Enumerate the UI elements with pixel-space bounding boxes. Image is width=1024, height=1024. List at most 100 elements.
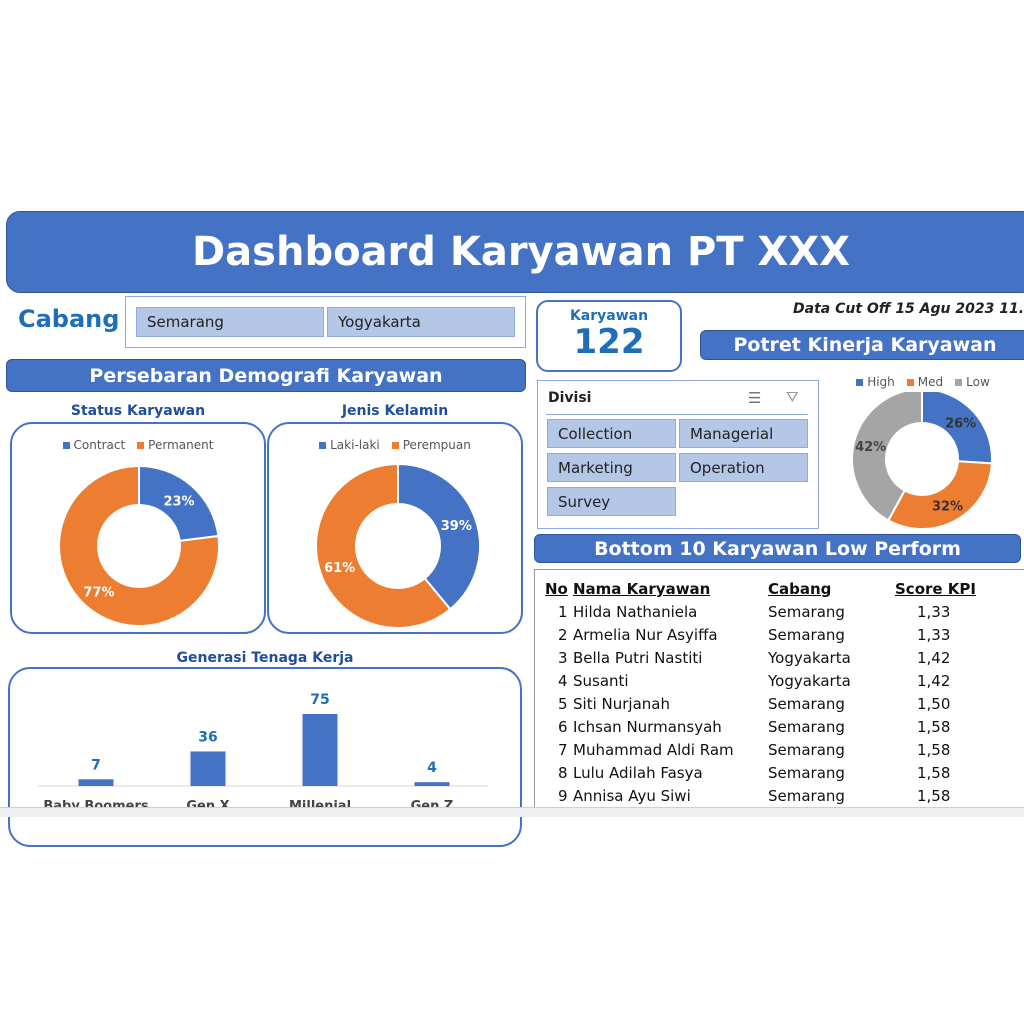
row-score: 1,58 [917,741,951,759]
divisi-option-survey[interactable]: Survey [547,487,676,516]
donut-slice-high [921,392,993,465]
legend-contract: Contract [73,438,126,452]
legend-permanent: Permanent [148,438,214,452]
col-score: Score KPI [895,580,976,598]
row-score: 1,58 [917,764,951,782]
row-nama: Lulu Adilah Fasya [573,764,703,782]
row-no: 9 [558,787,568,805]
generasi-bar-chart: 7 Baby Boomers 36 Gen X 75 Millenial 4 Gen Z [38,692,488,810]
legend-item: Contract [62,438,126,452]
multi-select-icon[interactable]: ☰ [748,389,762,407]
donut-label-low: 42% [855,440,886,455]
legend-laki-laki: Laki-laki [330,438,380,452]
legend-item: Med [906,375,944,389]
legend-perempuan: Perempuan [402,438,471,452]
legend-med: Med [917,375,944,389]
karyawan-count: 122 [573,322,645,362]
row-cabang: Semarang [768,787,845,805]
generasi-chart-title: Generasi Tenaga Kerja [176,650,354,666]
col-no: No [545,580,568,598]
cabang-label: Cabang : [18,305,138,333]
row-nama: Muhammad Aldi Ram [573,741,734,759]
row-no: 1 [558,603,568,621]
karyawan-label: Karyawan [569,308,649,324]
row-score: 1,33 [917,603,951,621]
row-no: 8 [558,764,568,782]
row-nama: Bella Putri Nastiti [573,649,703,667]
bar-value-label: 75 [310,692,329,708]
row-score: 1,42 [917,672,951,690]
row-cabang: Semarang [768,626,845,644]
col-nama: Nama Karyawan [573,580,711,598]
bar-value-label: 7 [91,757,101,773]
status-legend: Contract Permanent [12,438,264,452]
row-no: 2 [558,626,568,644]
row-cabang: Yogyakarta [768,672,851,690]
donut-label-perempuan: 61% [324,561,355,576]
divisi-option-operation[interactable]: Operation [679,453,808,482]
clear-filter-icon[interactable]: ⛛ [786,388,799,406]
donut-label-permanent: 77% [83,585,114,600]
row-score: 1,33 [917,626,951,644]
gender-legend: Laki-laki Perempuan [269,438,521,452]
bar-value-label: 36 [198,729,217,745]
gender-chart-title: Jenis Kelamin [341,403,449,419]
row-no: 3 [558,649,568,667]
row-nama: Siti Nurjanah [573,695,670,713]
sheet-scrollbar[interactable] [0,807,1024,817]
divisi-option-managerial[interactable]: Managerial [679,419,808,448]
row-cabang: Semarang [768,718,845,736]
generasi-chart-panel [8,667,522,847]
divisi-title: Divisi [548,390,592,406]
row-no: 7 [558,741,568,759]
gender-donut: 39% 61% [315,462,481,629]
donut-slice-low [851,392,923,522]
bar-gen-z [414,782,450,786]
bottom-title: Bottom 10 Karyawan Low Perform [594,537,961,560]
donut-slice-perempuan [315,462,452,629]
legend-low: Low [966,375,990,389]
kinerja-banner: Potret Kinerja Karyawan [700,330,1024,360]
row-no: 6 [558,718,568,736]
legend-item: Perempuan [391,438,471,452]
kinerja-title: Potret Kinerja Karyawan [733,334,997,356]
bar-value-label: 4 [427,760,437,776]
divisi-option-collection[interactable]: Collection [547,419,676,448]
donut-slice-permanent [58,464,220,627]
divisi-divider [546,414,808,415]
kinerja-legend: High Med Low [822,375,1024,389]
bar-gen-x [190,751,226,786]
bar-category-label: Millenial [289,799,351,810]
row-no: 4 [558,672,568,690]
donut-slice-med [886,460,993,530]
bar-category-label: Baby Boomers [43,799,149,810]
data-cutoff: Data Cut Off 15 Agu 2023 11.3 [793,301,1024,317]
row-cabang: Yogyakarta [768,649,851,667]
cabang-option-semarang[interactable]: Semarang [136,307,324,337]
row-cabang: Semarang [768,603,845,621]
row-nama: Armelia Nur Asyiffa [573,626,718,644]
bottom-banner: Bottom 10 Karyawan Low Perform [534,534,1021,563]
row-score: 1,42 [917,649,951,667]
donut-label-high: 26% [945,417,976,432]
karyawan-card: Karyawan 122 [536,300,682,372]
dashboard-header: Dashboard Karyawan PT XXX [6,211,1024,293]
donut-label-contract: 23% [163,495,194,510]
cabang-slicer: Semarang Yogyakarta [125,296,526,348]
row-score: 1,58 [917,718,951,736]
row-nama: Hilda Nathaniela [573,603,698,621]
bar-category-label: Gen X [186,799,229,810]
donut-slice-laki-laki [397,462,481,611]
row-cabang: Semarang [768,741,845,759]
col-cabang: Cabang [768,580,832,598]
row-cabang: Semarang [768,764,845,782]
donut-label-med: 32% [932,499,963,514]
bar-baby-boomers [78,779,114,786]
status-chart-title: Status Karyawan [70,403,206,419]
divisi-option-marketing[interactable]: Marketing [547,453,676,482]
row-nama: Ichsan Nurmansyah [573,718,722,736]
legend-item: Permanent [137,438,213,452]
cabang-option-yogyakarta[interactable]: Yogyakarta [327,307,515,337]
bar-category-label: Gen Z [411,799,454,810]
row-nama: Susanti [573,672,629,690]
